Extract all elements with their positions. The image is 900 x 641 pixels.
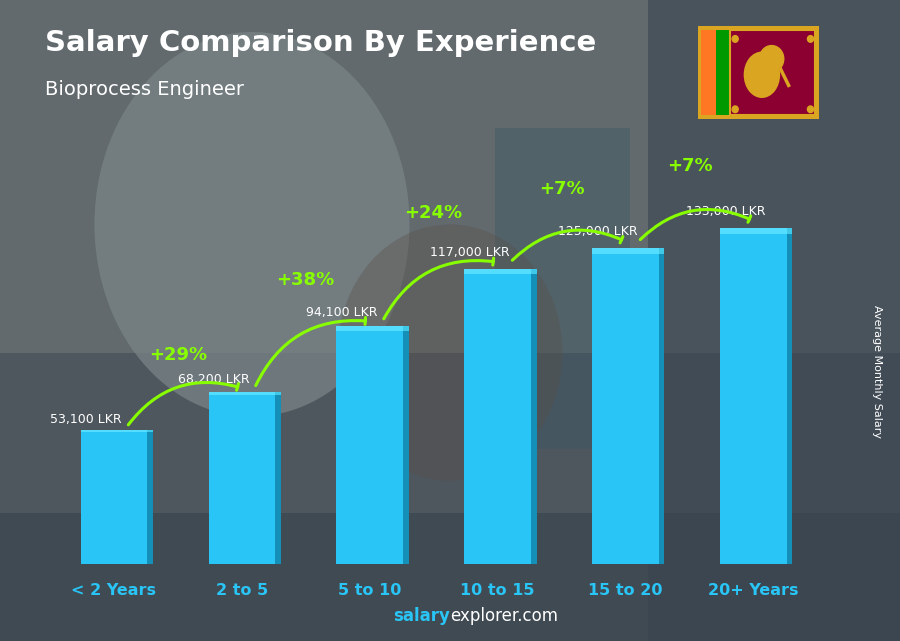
Bar <box>716 29 730 115</box>
Text: 68,200 LKR: 68,200 LKR <box>178 374 249 387</box>
Text: +29%: +29% <box>148 346 207 364</box>
Text: 94,100 LKR: 94,100 LKR <box>306 306 377 319</box>
Text: Average Monthly Salary: Average Monthly Salary <box>872 305 883 438</box>
Bar <box>592 248 659 254</box>
Text: +7%: +7% <box>539 180 584 198</box>
Bar <box>337 326 403 331</box>
Circle shape <box>732 36 738 42</box>
Text: Salary Comparison By Experience: Salary Comparison By Experience <box>45 29 596 57</box>
Bar <box>730 29 815 115</box>
Circle shape <box>807 36 814 42</box>
Bar <box>337 331 403 564</box>
Bar <box>403 331 409 564</box>
Text: explorer.com: explorer.com <box>450 607 558 625</box>
Bar <box>592 254 659 564</box>
Bar <box>659 248 664 254</box>
Bar <box>275 395 281 564</box>
Bar <box>495 128 630 449</box>
Text: 53,100 LKR: 53,100 LKR <box>50 413 122 426</box>
Bar <box>659 254 664 564</box>
Bar <box>464 269 531 274</box>
Bar <box>147 432 153 564</box>
Bar <box>81 432 147 564</box>
Bar <box>209 395 275 564</box>
Circle shape <box>807 106 814 113</box>
Text: 133,000 LKR: 133,000 LKR <box>686 204 765 217</box>
Text: +24%: +24% <box>405 203 463 222</box>
Text: 125,000 LKR: 125,000 LKR <box>557 226 637 238</box>
Bar <box>403 326 409 331</box>
Bar <box>720 228 787 234</box>
Text: 117,000 LKR: 117,000 LKR <box>429 246 509 259</box>
Bar <box>787 228 792 234</box>
Bar <box>209 392 275 395</box>
Text: +38%: +38% <box>276 271 335 288</box>
Bar <box>464 274 531 564</box>
Text: salary: salary <box>393 607 450 625</box>
Bar <box>720 234 787 564</box>
Bar <box>0 0 900 353</box>
Bar <box>787 234 792 564</box>
Ellipse shape <box>94 32 410 417</box>
Bar <box>531 269 536 274</box>
Circle shape <box>760 46 784 72</box>
Text: +7%: +7% <box>667 156 712 174</box>
Bar <box>531 274 536 564</box>
Text: Bioprocess Engineer: Bioprocess Engineer <box>45 80 244 99</box>
Ellipse shape <box>743 51 780 98</box>
Bar <box>648 0 900 641</box>
Bar <box>730 29 815 115</box>
Bar <box>275 392 281 395</box>
Bar <box>147 430 153 432</box>
Bar <box>81 430 147 432</box>
Ellipse shape <box>338 224 562 481</box>
Bar <box>0 353 900 513</box>
Bar <box>0 513 900 641</box>
Circle shape <box>732 106 738 113</box>
Bar <box>701 29 716 115</box>
